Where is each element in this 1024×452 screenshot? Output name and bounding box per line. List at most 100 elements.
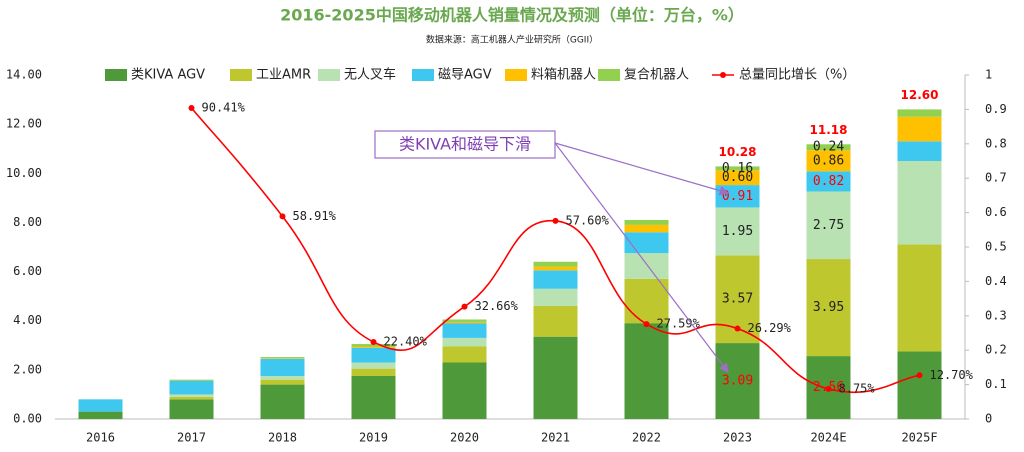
bar-segment [442, 323, 487, 338]
bar-segment [442, 319, 487, 322]
line-value-label: 32.66% [475, 299, 519, 313]
bar-segment [624, 278, 669, 324]
annotation: 类KIVA和磁导下滑 [399, 135, 531, 154]
x-tick-label: 2024E [810, 431, 846, 445]
legend-swatch [318, 69, 340, 81]
line-point [734, 325, 741, 332]
line-point [370, 338, 377, 345]
bar-segment [897, 351, 942, 419]
bar-segment [897, 161, 942, 245]
bar-segment [624, 232, 669, 254]
x-tick-label: 2021 [541, 431, 570, 445]
bar-value-label: 0.82 [813, 174, 844, 189]
bar-segment [624, 253, 669, 279]
bar-segment [715, 343, 760, 419]
bar-segment [442, 321, 487, 324]
bar-segment [806, 259, 851, 357]
y2-tick-label: 1 [985, 68, 992, 82]
y-tick-label: 12.00 [6, 117, 42, 131]
x-tick-label: 2025F [901, 431, 937, 445]
bar-segment [897, 141, 942, 161]
total-label: 12.60 [901, 88, 939, 102]
x-tick-label: 2017 [177, 431, 206, 445]
bar-segment [351, 347, 396, 363]
chart-title: 2016-2025中国移动机器人销量情况及预测（单位：万台，%） [280, 6, 744, 25]
total-label: 11.18 [810, 123, 848, 137]
bar-value-label: 0.16 [722, 161, 753, 176]
line-point [643, 321, 650, 328]
bar-value-label: 3.95 [813, 300, 844, 315]
bar-segment [351, 344, 396, 347]
bar-segment [260, 358, 305, 376]
x-tick-label: 2016 [86, 431, 115, 445]
bar-value-label: 0.24 [813, 140, 844, 155]
legend-label: 总量同比增长（%） [739, 68, 855, 83]
legend-label: 类KIVA AGV [131, 68, 205, 83]
legend-label: 工业AMR [256, 68, 311, 83]
legend-swatch [412, 69, 434, 81]
line-value-label: 90.41% [202, 100, 246, 114]
bar-value-label: 0.86 [813, 153, 844, 168]
bar-value-label: 1.95 [722, 224, 753, 239]
bar-segment [169, 396, 214, 400]
bar-segment [260, 379, 305, 385]
bar-segment [533, 305, 578, 337]
bar-segment [351, 362, 396, 369]
x-tick-label: 2020 [450, 431, 479, 445]
bar-segment [260, 384, 305, 419]
y2-tick-label: 0.8 [985, 136, 1007, 150]
line-point [825, 385, 832, 392]
bar-segment [624, 224, 669, 233]
y2-tick-label: 0.1 [985, 377, 1007, 391]
bar-segment [351, 346, 396, 348]
y2-tick-label: 0.3 [985, 308, 1007, 322]
bar-segment [533, 261, 578, 267]
y2-tick-label: 0.9 [985, 102, 1007, 116]
bar-segment [806, 144, 851, 151]
bar-segment [897, 109, 942, 117]
bar-segment [442, 362, 487, 419]
annotation-box [374, 130, 556, 159]
bar-segment [806, 150, 851, 172]
line-point [916, 372, 923, 379]
x-tick-label: 2022 [632, 431, 661, 445]
legend-swatch [598, 69, 620, 81]
bar-value-label: 3.57 [722, 292, 753, 307]
bar-value-label: 0.91 [722, 189, 753, 204]
y2-tick-label: 0.7 [985, 171, 1007, 185]
line-value-label: 57.60% [566, 213, 610, 227]
bar-segment [169, 399, 214, 419]
bar-segment [260, 357, 305, 359]
bar-segment [442, 337, 487, 347]
bar-segment [78, 399, 123, 412]
line-point [279, 213, 286, 220]
legend-point [720, 72, 726, 78]
y-tick-label: 10.00 [6, 166, 42, 180]
bar-segment [806, 191, 851, 260]
total-label: 10.28 [719, 145, 757, 159]
bar-segment [260, 376, 305, 380]
legend-label: 复合机器人 [624, 68, 689, 83]
y2-tick-label: 0.5 [985, 240, 1007, 254]
bar-segment [351, 376, 396, 419]
y-tick-label: 2.00 [13, 362, 42, 376]
y2-tick-label: 0.4 [985, 274, 1007, 288]
line-point [552, 217, 559, 224]
bar-value-label: 2.75 [813, 218, 844, 233]
line-value-label: 26.29% [748, 321, 792, 335]
line-point [188, 104, 195, 111]
bar-segment [715, 207, 760, 256]
bar-segment [533, 266, 578, 271]
line-value-label: 58.91% [293, 209, 337, 223]
legend-label: 无人叉车 [344, 67, 396, 83]
bar-segment [533, 270, 578, 289]
bar-value-label: 3.09 [722, 374, 753, 389]
y2-tick-label: 0.2 [985, 343, 1007, 357]
bar-segment [533, 288, 578, 306]
line-value-label: 12.70% [930, 368, 974, 382]
bar-segment [897, 244, 942, 352]
bar-segment [442, 346, 487, 363]
y2-tick-label: 0 [985, 412, 992, 426]
bar-segment [169, 380, 214, 395]
